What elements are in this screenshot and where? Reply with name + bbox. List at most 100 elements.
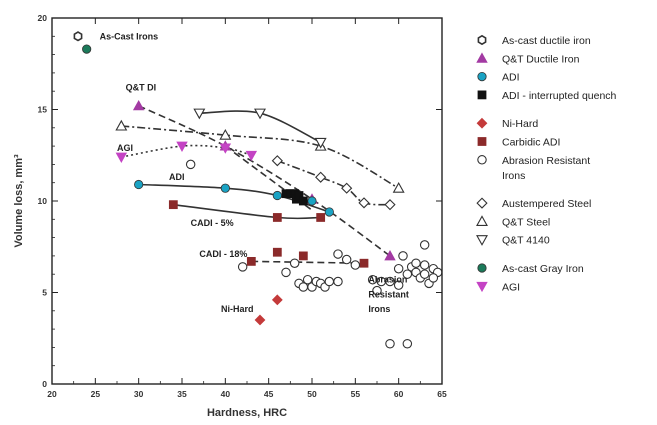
y-axis-label: Volume loss, mm³ xyxy=(13,154,25,248)
data-point xyxy=(411,258,421,268)
data-point xyxy=(272,213,282,222)
data-point xyxy=(185,159,196,170)
series-agi xyxy=(115,141,258,163)
series-as-cast-ductile-iron xyxy=(73,31,83,42)
legend-label: Ni-Hard xyxy=(502,118,538,130)
legend-marker xyxy=(476,281,488,293)
annotation-qandt-di: Q&T DI xyxy=(126,83,156,93)
annotation-irons: Irons xyxy=(368,304,390,314)
series-austempered-steel xyxy=(271,155,396,211)
x-tick-label: 45 xyxy=(264,389,274,399)
axes: 20 25 30 35 40 45 50 55 60 65 0 5 10 15 20 Hardness, HR… xyxy=(13,13,447,419)
legend-marker xyxy=(476,215,488,226)
data-point xyxy=(398,251,408,261)
x-axis-label: Hardness, HRC xyxy=(207,407,287,419)
legend-item-qandt-4140: Q&T 4140 xyxy=(476,235,550,247)
x-tick-label: 55 xyxy=(351,389,361,399)
annotation-as-cast-irons: As-Cast Irons xyxy=(100,31,159,41)
legend-label: As-cast ductile iron xyxy=(502,35,591,47)
data-point xyxy=(272,190,282,201)
annotation-resistant: Resistant xyxy=(368,289,409,299)
x-tick-label: 20 xyxy=(47,389,57,399)
trend-line-7 xyxy=(277,159,391,206)
legend-label: As-cast Gray Iron xyxy=(502,263,584,275)
series-carbidic-adi xyxy=(168,200,369,268)
x-tick-label: 25 xyxy=(91,389,101,399)
legend-marker xyxy=(476,235,488,246)
data-point xyxy=(385,338,395,349)
data-point xyxy=(392,182,405,193)
legend-marker xyxy=(476,52,488,63)
legend-label: Abrasion Resistant xyxy=(502,155,590,167)
x-tick-label: 60 xyxy=(394,389,404,399)
data-point xyxy=(359,258,369,268)
data-point xyxy=(384,250,396,261)
x-tick-label: 30 xyxy=(134,389,144,399)
data-point xyxy=(393,263,404,274)
data-point xyxy=(115,152,128,163)
series-adi xyxy=(134,179,334,217)
legend-marker xyxy=(476,117,488,129)
series-abrasion-resistant-irons xyxy=(185,159,443,349)
legend-marker xyxy=(477,90,487,100)
data-point xyxy=(254,108,266,120)
data-point xyxy=(219,128,232,140)
data-point xyxy=(254,314,266,326)
legend-label-cont: Irons xyxy=(502,170,525,182)
data-point xyxy=(341,254,352,265)
legend-marker xyxy=(477,137,487,146)
data-point xyxy=(302,274,313,285)
data-point xyxy=(281,267,291,278)
legend-label: AGI xyxy=(502,281,520,293)
data-point xyxy=(324,207,334,217)
data-point xyxy=(272,247,282,257)
data-point xyxy=(333,249,343,259)
legend-marker xyxy=(477,72,487,82)
data-point xyxy=(176,141,188,152)
legend-item-carbidic-adi: Carbidic ADI xyxy=(477,137,560,149)
annotation-cadi-5: CADI - 5% xyxy=(191,218,234,228)
data-point xyxy=(372,285,382,296)
legend-label: Carbidic ADI xyxy=(502,137,560,149)
data-point xyxy=(298,251,308,261)
data-point xyxy=(73,31,83,42)
y-tick-label: 0 xyxy=(42,379,47,389)
data-point xyxy=(384,199,396,211)
x-tick-label: 35 xyxy=(177,389,187,399)
x-tick-label: 40 xyxy=(221,389,231,399)
legend-item-agi: AGI xyxy=(476,281,520,293)
data-point xyxy=(271,155,283,167)
data-point xyxy=(193,108,206,120)
data-point xyxy=(237,262,248,272)
data-point xyxy=(367,274,378,285)
data-point xyxy=(314,137,327,149)
legend-item-qandt-steel: Q&T Steel xyxy=(476,215,550,228)
data-markers xyxy=(73,31,443,349)
legend-label: Q&T 4140 xyxy=(502,235,550,247)
data-point xyxy=(358,197,370,209)
data-point xyxy=(246,256,256,266)
data-point xyxy=(385,276,395,287)
legend-item-abrasion-resistant-irons: Abrasion Resistant Irons xyxy=(477,155,590,182)
trend-line-3 xyxy=(173,203,321,220)
series-qandt-4140 xyxy=(193,108,327,149)
data-point xyxy=(402,269,413,279)
data-point xyxy=(393,280,404,290)
legend-item-as-cast-gray-iron: As-cast Gray Iron xyxy=(477,263,584,275)
y-tick-label: 15 xyxy=(38,105,48,115)
data-point xyxy=(419,269,430,279)
legend-marker xyxy=(476,197,488,209)
y-tick-label: 5 xyxy=(42,288,47,298)
data-point xyxy=(245,150,258,162)
legend-item-adi-interrupted-quench: ADI - interrupted quench xyxy=(477,90,617,102)
annotation-abrasion: Abrasion xyxy=(368,275,407,285)
data-point xyxy=(419,260,430,270)
legend-item-ni-hard: Ni-Hard xyxy=(476,117,538,130)
legend-label: ADI - interrupted quench xyxy=(502,90,617,102)
legend-marker xyxy=(477,34,487,46)
y-tick-label: 10 xyxy=(38,196,48,206)
annotation-cadi-18: CADI - 18% xyxy=(199,249,247,259)
annotations: As-Cast Irons Q&T DI AGI ADI CADI - 5% CADI -… xyxy=(100,31,409,314)
trend-line-1 xyxy=(138,105,391,257)
